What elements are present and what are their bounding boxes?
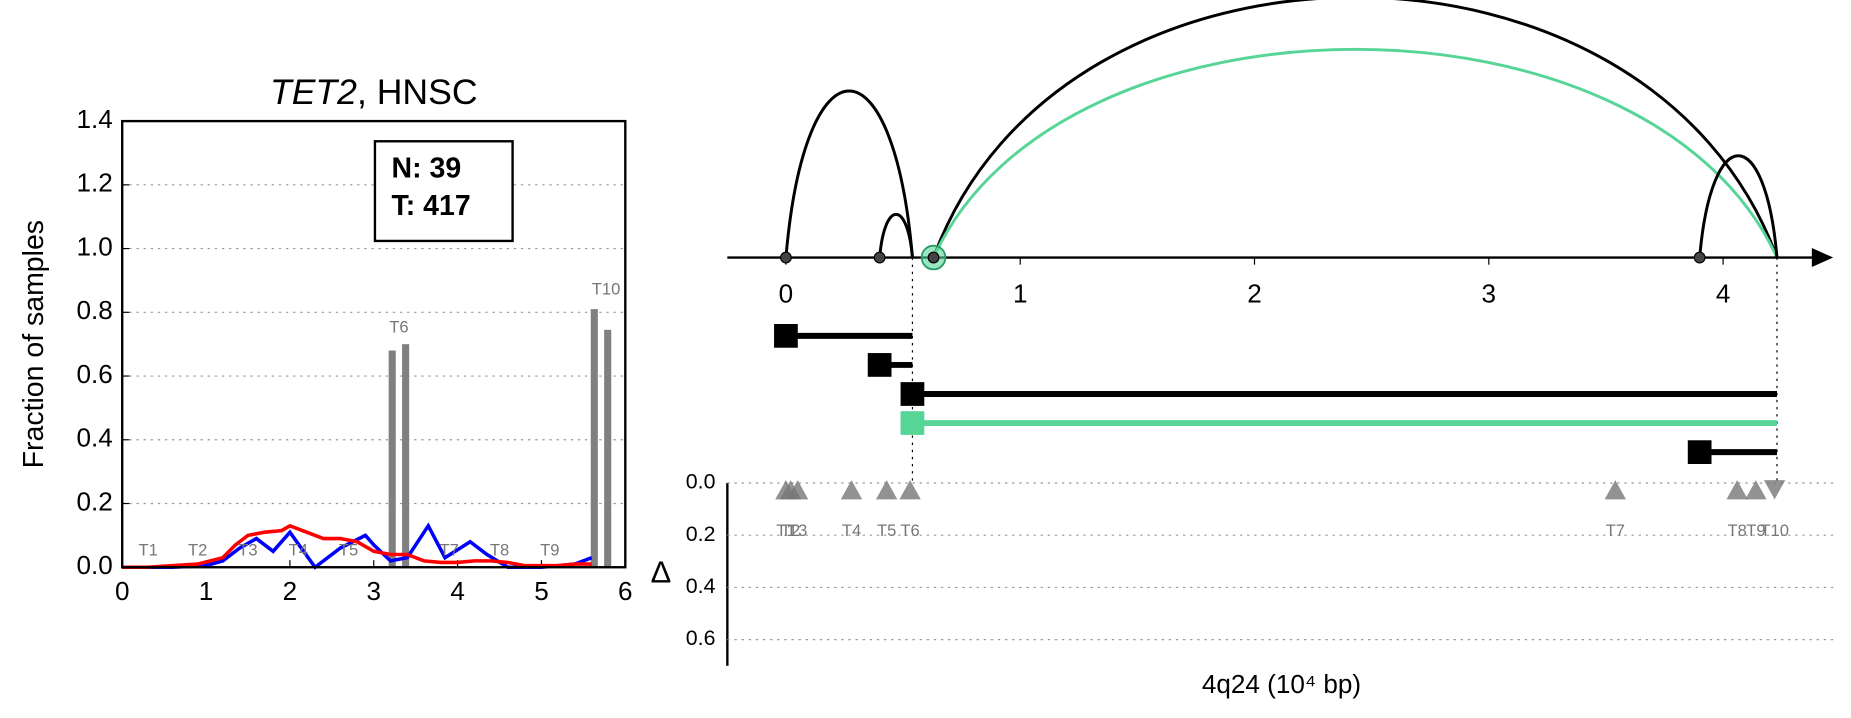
y-tick-label: 1.4 bbox=[76, 104, 112, 134]
x-tick-label: 4 bbox=[450, 576, 465, 606]
x-tick-label: 4 bbox=[1716, 278, 1731, 308]
delta-marker bbox=[875, 480, 898, 500]
delta-marker bbox=[786, 480, 809, 500]
title-part: , HNSC bbox=[357, 72, 478, 112]
delta-marker bbox=[1763, 480, 1786, 500]
splice-arc bbox=[878, 212, 914, 258]
count-text: N: 39 bbox=[392, 152, 462, 184]
axis-arrow bbox=[1811, 248, 1834, 268]
marker-label: T2 bbox=[781, 521, 800, 540]
transcript-label: T4 bbox=[289, 541, 308, 560]
bar bbox=[402, 344, 410, 568]
transcript-label: T5 bbox=[339, 541, 358, 560]
marker-label: T3 bbox=[788, 521, 807, 540]
y-tick-label: 0.2 bbox=[76, 486, 112, 516]
splice-arc bbox=[932, 0, 1779, 259]
line-series bbox=[122, 523, 592, 570]
y-tick-label: 0.6 bbox=[76, 359, 112, 389]
transcript-label: T3 bbox=[238, 541, 257, 560]
y-axis-label: Fraction of samples bbox=[18, 220, 50, 468]
count-text: T: 417 bbox=[392, 190, 471, 222]
count-box bbox=[373, 140, 514, 243]
x-tick-label: 1 bbox=[1013, 278, 1028, 308]
splice-arc bbox=[784, 89, 914, 258]
transcript-label: T9 bbox=[540, 541, 559, 560]
junction-node bbox=[779, 251, 792, 264]
transcript-start bbox=[900, 411, 925, 435]
delta-marker bbox=[899, 480, 921, 500]
transcript-label: T2 bbox=[188, 541, 207, 560]
y-tick-label: 0.0 bbox=[686, 470, 716, 494]
junction-node bbox=[927, 251, 940, 264]
bar bbox=[388, 350, 396, 568]
transcript-label: T7 bbox=[440, 541, 459, 560]
bar bbox=[604, 329, 612, 568]
transcript-start bbox=[774, 323, 798, 348]
junction-node bbox=[1693, 251, 1706, 264]
y-tick-label: 1.2 bbox=[76, 168, 112, 198]
x-tick-label: 3 bbox=[1482, 278, 1497, 308]
x-axis-label: 4q24 (10⁴ bp) bbox=[1202, 669, 1361, 699]
transcript-start bbox=[1687, 440, 1712, 465]
delta-marker bbox=[1745, 480, 1767, 500]
x-tick-label: 1 bbox=[199, 576, 214, 606]
splice-arc bbox=[932, 48, 1779, 259]
title-part: TET2 bbox=[270, 72, 357, 112]
x-tick-label: 6 bbox=[618, 576, 633, 606]
marker-label: T7 bbox=[1606, 521, 1625, 540]
delta-marker bbox=[1604, 480, 1626, 500]
y-tick-label: 0.2 bbox=[686, 522, 716, 546]
marker-label: T10 bbox=[1760, 521, 1789, 540]
marker-label: T8 bbox=[1727, 521, 1746, 540]
delta-marker bbox=[840, 480, 863, 500]
y-tick-label: 0.0 bbox=[76, 550, 112, 580]
splice-arc bbox=[1698, 154, 1779, 258]
marker-label: T1 bbox=[776, 521, 795, 540]
marker-label: T9 bbox=[1746, 521, 1765, 540]
marker-label: T4 bbox=[842, 521, 861, 540]
x-tick-label: 5 bbox=[534, 576, 549, 606]
delta-marker bbox=[1726, 480, 1748, 500]
transcript-label: T1 bbox=[139, 541, 158, 560]
transcript-label: T8 bbox=[490, 541, 509, 560]
y-tick-label: 0.8 bbox=[76, 295, 112, 325]
y-tick-label: 1.0 bbox=[76, 231, 112, 261]
delta-label: Δ bbox=[651, 555, 672, 590]
x-tick-label: 2 bbox=[1247, 278, 1262, 308]
bar bbox=[590, 309, 598, 568]
x-tick-label: 2 bbox=[283, 576, 298, 606]
chart-title: TET2, HNSC bbox=[270, 72, 478, 112]
y-tick-label: 0.4 bbox=[76, 423, 112, 453]
x-tick-label: 3 bbox=[367, 576, 382, 606]
transcript-start bbox=[900, 382, 925, 406]
y-tick-label: 0.4 bbox=[686, 574, 716, 598]
x-tick-label: 0 bbox=[779, 278, 794, 308]
y-tick-label: 0.6 bbox=[686, 626, 716, 650]
transcript-label: T10 bbox=[592, 279, 621, 298]
marker-label: T5 bbox=[877, 521, 896, 540]
plot-frame bbox=[121, 119, 627, 569]
marker-label: T6 bbox=[900, 521, 919, 540]
junction-node bbox=[873, 251, 886, 264]
transcript-start bbox=[867, 353, 892, 377]
x-tick-label: 0 bbox=[115, 576, 130, 606]
transcript-label: T6 bbox=[389, 318, 408, 337]
